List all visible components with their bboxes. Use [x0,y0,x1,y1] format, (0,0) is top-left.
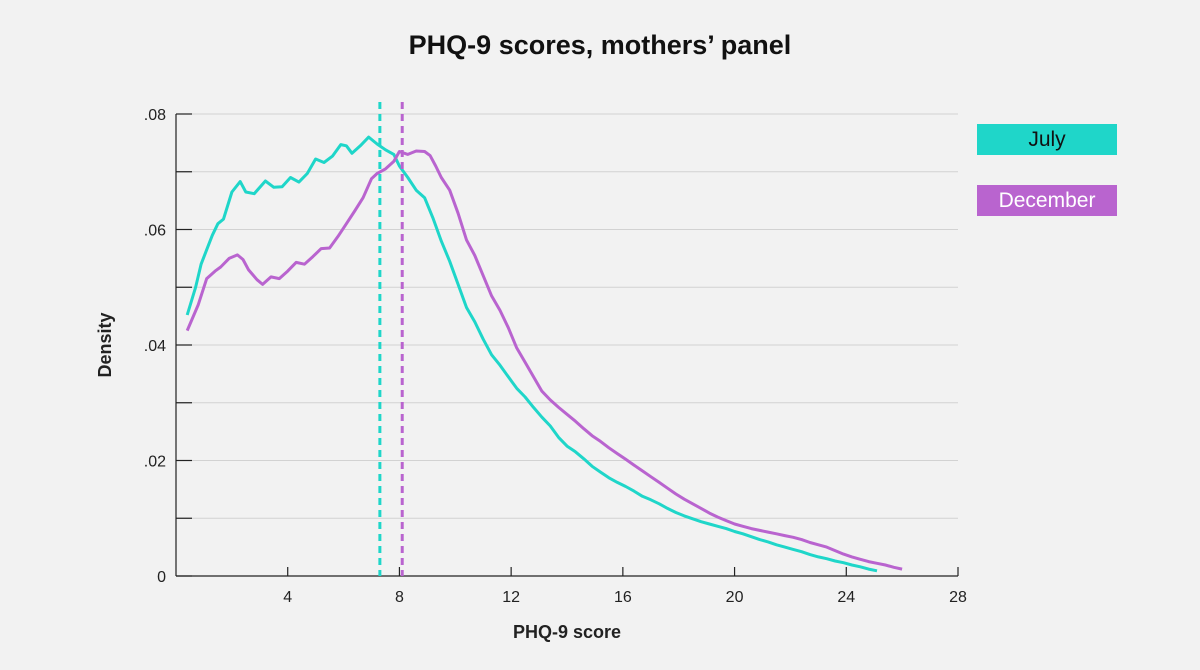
x-axis-title: PHQ-9 score [513,622,621,642]
y-tick-label: 0 [157,569,166,586]
y-tick-label: .02 [144,454,166,471]
x-tick-label: 4 [283,589,292,606]
x-tick-label: 28 [949,589,967,606]
legend-item-july: July [977,124,1117,155]
series-line-december [185,149,903,571]
legend-item-december: December [977,185,1117,216]
x-tick-label: 8 [395,589,404,606]
x-tick-label: 16 [614,589,632,606]
y-tick-label: .08 [144,107,166,124]
y-axis-title: Density [95,312,115,377]
y-tick-label: .06 [144,223,166,240]
chart-title: PHQ-9 scores, mothers’ panel [408,30,792,60]
x-tick-label: 20 [726,589,744,606]
series-line-july [185,135,878,573]
x-tick-label: 24 [837,589,855,606]
x-tick-label: 12 [502,589,520,606]
y-tick-label: .04 [144,338,166,355]
